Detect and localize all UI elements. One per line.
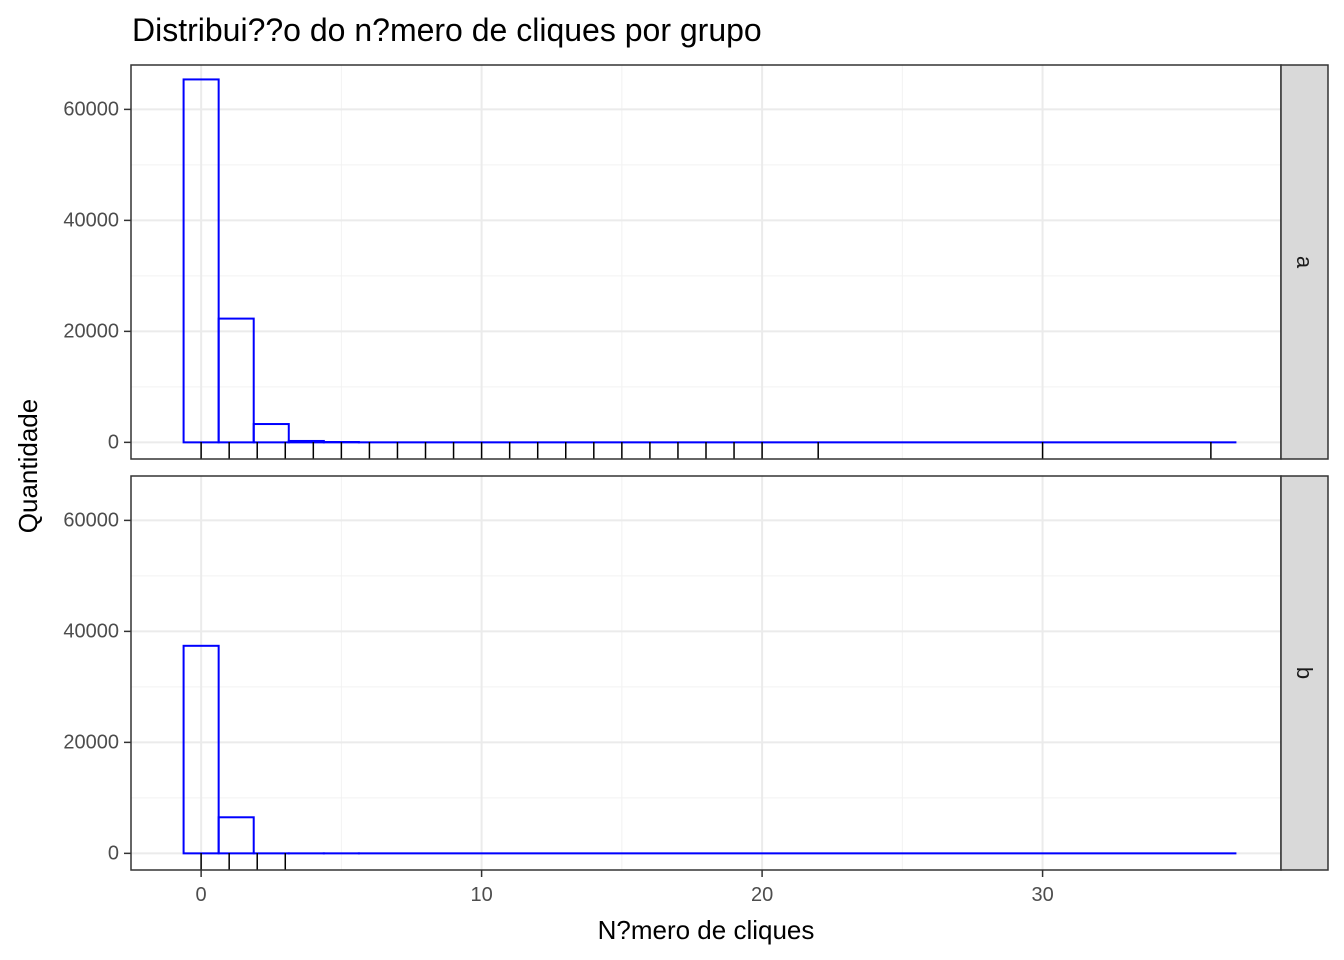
y-tick-label: 20000 [63, 320, 119, 342]
y-tick-label: 0 [108, 431, 119, 453]
facet-strip [1280, 475, 1329, 871]
facet-strip-label: a [1292, 256, 1317, 269]
y-tick-label: 60000 [63, 509, 119, 531]
x-tick-label: 10 [470, 884, 492, 906]
x-tick-label: 0 [196, 884, 207, 906]
x-tick-label: 20 [751, 884, 773, 906]
histogram-bar [252, 423, 290, 444]
histogram-bar [217, 816, 255, 855]
y-tick-label: 0 [108, 842, 119, 864]
histogram-bar [287, 439, 325, 444]
histogram-bar [217, 317, 255, 444]
x-axis: 0 10 20 30 [196, 870, 1054, 906]
y-tick-label: 20000 [63, 731, 119, 753]
y-tick-label: 40000 [63, 209, 119, 231]
panel-border [130, 64, 1282, 460]
y-axis-title: Quantidade [13, 399, 43, 533]
x-axis-title: N?mero de cliques [598, 915, 815, 945]
facet-strip [1280, 64, 1329, 460]
panel-border [130, 475, 1282, 871]
y-tick-label: 60000 [63, 98, 119, 120]
facet-strip-label: b [1292, 667, 1317, 679]
x-tick-label: 30 [1031, 884, 1053, 906]
chart-title: Distribui??o do n?mero de cliques por gr… [132, 12, 762, 48]
y-tick-label: 40000 [63, 620, 119, 642]
panel-b: b 0 20000 40000 60000 [63, 475, 1329, 871]
panel-a: a 0 20000 40000 60000 [63, 64, 1329, 460]
